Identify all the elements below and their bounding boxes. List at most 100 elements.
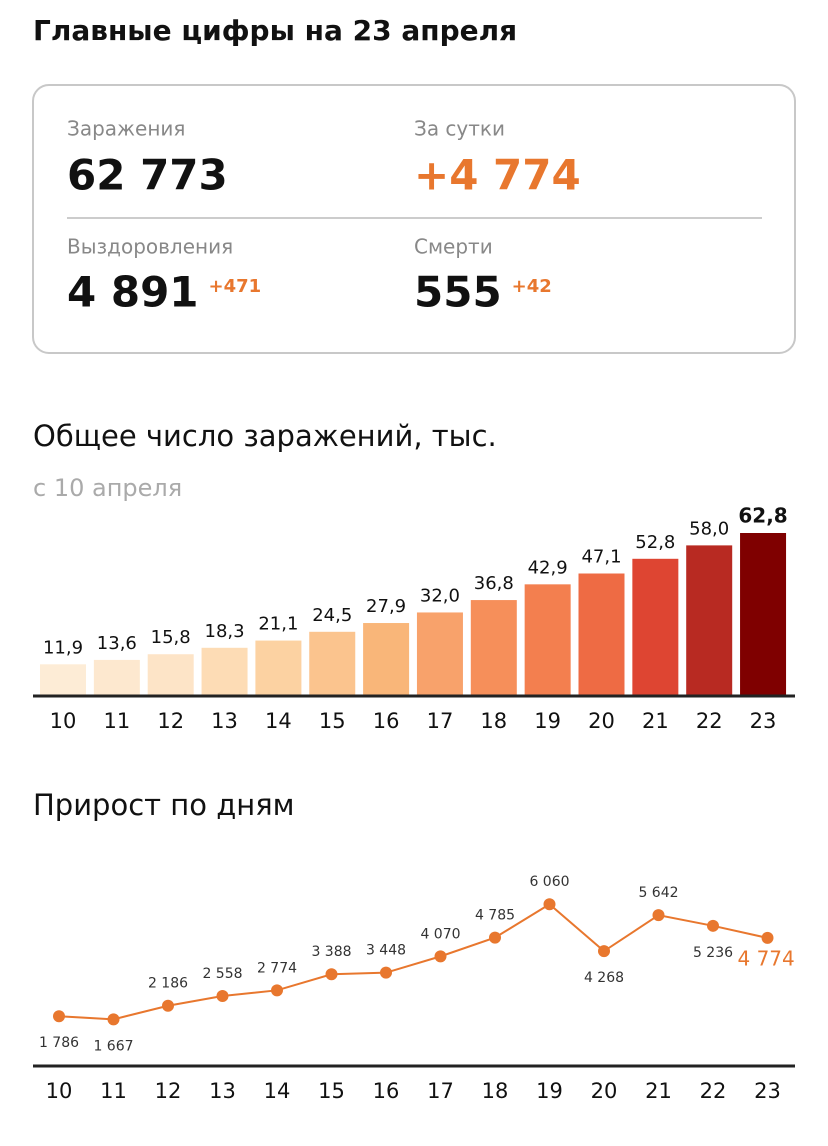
x-tick-label: 14 — [264, 1079, 291, 1103]
stat-delta: +42 — [512, 276, 552, 297]
value-label: 5 642 — [638, 885, 678, 901]
x-tick-label: 22 — [700, 1079, 727, 1103]
x-tick-label: 13 — [211, 709, 238, 733]
value-label: 6 060 — [529, 874, 569, 890]
stats-card — [32, 84, 796, 354]
bar — [524, 584, 571, 695]
value-label: 36,8 — [474, 573, 514, 594]
value-label: 2 558 — [202, 966, 242, 982]
bar — [40, 664, 86, 695]
value-label: 13,6 — [97, 633, 137, 654]
x-tick-label: 13 — [209, 1079, 236, 1103]
stat-delta: +471 — [209, 276, 262, 297]
value-label: 24,5 — [312, 605, 352, 626]
point — [489, 931, 501, 944]
bar — [632, 558, 679, 695]
value-label: 42,9 — [528, 557, 568, 578]
x-tick-label: 21 — [642, 709, 669, 733]
value-label: 4 785 — [475, 908, 515, 924]
stat-label: Заражения — [67, 117, 185, 141]
point — [325, 968, 338, 981]
point — [107, 1013, 120, 1026]
stat-value: 4 891 — [67, 268, 199, 317]
x-tick-label: 11 — [103, 709, 130, 733]
bar — [309, 631, 356, 695]
stat-label: Выздоровления — [67, 235, 233, 259]
x-tick-label: 19 — [534, 709, 561, 733]
x-tick-label: 17 — [427, 709, 454, 733]
x-tick-label: 16 — [373, 1079, 400, 1103]
stat-value: 62 773 — [67, 151, 228, 200]
bar — [201, 647, 248, 695]
point — [598, 945, 610, 958]
bar — [255, 640, 302, 695]
x-tick-label: 15 — [318, 1079, 345, 1103]
chart-title: Прирост по дням — [33, 788, 295, 822]
value-label: 3 448 — [366, 943, 406, 959]
x-tick-label: 23 — [750, 709, 777, 733]
value-label: 5 236 — [693, 945, 733, 961]
stat-value: +4 774 — [414, 151, 581, 200]
bar — [686, 545, 733, 695]
value-label: 21,1 — [258, 614, 298, 635]
x-tick-label: 12 — [155, 1079, 182, 1103]
stat-label: Смерти — [414, 235, 493, 259]
bar — [470, 600, 517, 695]
bar — [363, 623, 410, 695]
point — [380, 966, 392, 979]
value-label: 15,8 — [151, 627, 191, 648]
x-tick-label: 21 — [645, 1079, 672, 1103]
stat-label: За сутки — [414, 117, 505, 141]
chart-subtitle: с 10 апреля — [33, 474, 182, 502]
x-tick-label: 20 — [591, 1079, 618, 1103]
point — [761, 931, 774, 944]
value-label: 18,3 — [205, 621, 245, 642]
x-tick-label: 10 — [50, 709, 77, 733]
value-label: 2 186 — [148, 976, 188, 992]
line — [58, 902, 768, 1021]
bar — [93, 659, 140, 695]
value-label: 52,8 — [635, 532, 675, 553]
chart-title: Общее число заражений, тыс. — [33, 419, 497, 453]
point — [543, 898, 556, 911]
x-tick-label: 22 — [696, 709, 723, 733]
x-tick-label: 11 — [100, 1079, 127, 1103]
x-tick-label: 17 — [427, 1079, 454, 1103]
bar — [578, 573, 625, 695]
point — [271, 984, 283, 997]
x-tick-label: 19 — [536, 1079, 563, 1103]
point — [162, 999, 174, 1012]
value-label: 11,9 — [43, 637, 83, 658]
value-label: 27,9 — [366, 596, 406, 617]
point — [216, 989, 229, 1002]
x-tick-label: 20 — [588, 709, 615, 733]
value-label: 4 070 — [420, 926, 460, 942]
value-label: 47,1 — [581, 547, 621, 568]
value-label: 58,0 — [689, 518, 729, 539]
point — [434, 950, 447, 963]
page-title: Главные цифры на 23 апреля — [33, 14, 517, 47]
x-tick-label: 10 — [46, 1079, 73, 1103]
x-tick-label: 12 — [157, 709, 184, 733]
x-tick-label: 18 — [480, 709, 507, 733]
x-tick-label: 23 — [754, 1079, 781, 1103]
bar — [147, 654, 194, 695]
value-label: 4 774 — [738, 946, 795, 970]
value-label: 62,8 — [738, 504, 787, 528]
value-label: 3 388 — [311, 944, 351, 960]
bar — [416, 612, 463, 695]
point — [53, 1010, 65, 1023]
value-label: 4 268 — [584, 970, 624, 986]
x-tick-label: 14 — [265, 709, 292, 733]
value-label: 2 774 — [257, 960, 297, 976]
point — [707, 919, 719, 932]
x-tick-label: 15 — [319, 709, 346, 733]
x-tick-label: 16 — [373, 709, 400, 733]
value-label: 1 786 — [39, 1035, 79, 1051]
stat-value: 555 — [414, 268, 502, 317]
bar — [740, 533, 787, 695]
value-label: 1 667 — [93, 1038, 133, 1054]
point — [652, 909, 665, 922]
value-label: 32,0 — [420, 585, 460, 606]
x-tick-label: 18 — [482, 1079, 509, 1103]
